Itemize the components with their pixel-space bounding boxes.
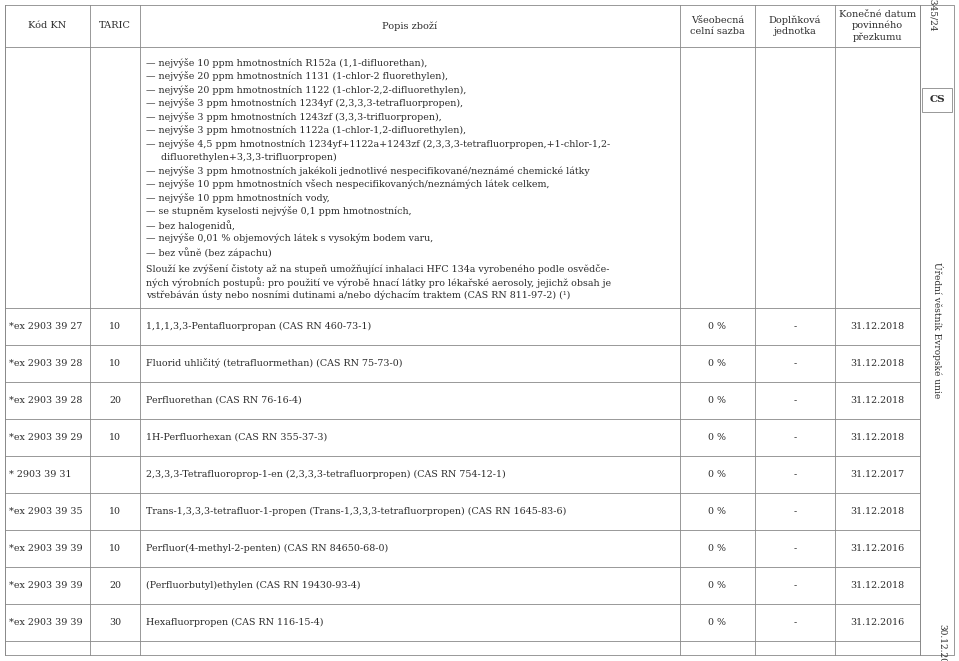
Text: — se stupněm kyselosti nejvýše 0,1 ppm hmotnostních,: — se stupněm kyselosti nejvýše 0,1 ppm h… xyxy=(146,206,411,216)
Text: 31.12.2018: 31.12.2018 xyxy=(851,359,904,368)
Text: -: - xyxy=(793,507,797,516)
Text: 0 %: 0 % xyxy=(709,322,727,331)
Text: — nejvýše 10 ppm hmotnostních všech nespecifikovaných/neznámých látek celkem,: — nejvýše 10 ppm hmotnostních všech nesp… xyxy=(146,180,550,190)
Text: 10: 10 xyxy=(109,544,121,553)
Text: — nejvýše 3 ppm hmotnostních jakékoli jednotlivé nespecifikované/neznámé chemick: — nejvýše 3 ppm hmotnostních jakékoli je… xyxy=(146,166,590,176)
Text: Konečné datum
povinného
přezkumu: Konečné datum povinného přezkumu xyxy=(839,10,916,42)
Text: 10: 10 xyxy=(109,507,121,516)
Text: *ex 2903 39 39: *ex 2903 39 39 xyxy=(9,581,82,590)
Text: CS: CS xyxy=(929,95,945,104)
Text: — nejvýše 10 ppm hmotnostních R152a (1,1-difluorethan),: — nejvýše 10 ppm hmotnostních R152a (1,1… xyxy=(146,58,428,68)
Text: -: - xyxy=(793,396,797,405)
Text: -: - xyxy=(793,618,797,627)
Text: 20: 20 xyxy=(109,396,121,405)
Text: ných výrobních postupů: pro použití ve výrobě hnací látky pro lékařské aerosoly,: ných výrobních postupů: pro použití ve v… xyxy=(146,277,611,288)
Text: 31.12.2018: 31.12.2018 xyxy=(851,507,904,516)
Text: *ex 2903 39 29: *ex 2903 39 29 xyxy=(9,433,82,442)
Text: Perfluorethan (CAS RN 76-16-4): Perfluorethan (CAS RN 76-16-4) xyxy=(146,396,302,405)
Text: *ex 2903 39 27: *ex 2903 39 27 xyxy=(9,322,82,331)
Text: — nejvýše 0,01 % objemových látek s vysokým bodem varu,: — nejvýše 0,01 % objemových látek s vyso… xyxy=(146,233,433,243)
Text: Hexafluorpropen (CAS RN 116-15-4): Hexafluorpropen (CAS RN 116-15-4) xyxy=(146,618,323,627)
Text: *ex 2903 39 39: *ex 2903 39 39 xyxy=(9,618,82,627)
Text: Kód KN: Kód KN xyxy=(29,22,66,30)
Text: — bez vůně (bez zápachu): — bez vůně (bez zápachu) xyxy=(146,247,271,258)
Text: — nejvýše 10 ppm hmotnostních vody,: — nejvýše 10 ppm hmotnostních vody, xyxy=(146,193,330,203)
Text: 0 %: 0 % xyxy=(709,396,727,405)
Text: TARIC: TARIC xyxy=(99,22,131,30)
Text: 1H-Perfluorhexan (CAS RN 355-37-3): 1H-Perfluorhexan (CAS RN 355-37-3) xyxy=(146,433,327,442)
Text: 31.12.2018: 31.12.2018 xyxy=(851,322,904,331)
Text: — nejvýše 4,5 ppm hmotnostních 1234yf+1122a+1243zf (2,3,3,3-tetrafluorpropen,+1-: — nejvýše 4,5 ppm hmotnostních 1234yf+11… xyxy=(146,139,610,149)
Text: Doplňková
jednotka: Doplňková jednotka xyxy=(769,16,821,36)
Text: 1,1,1,3,3-Pentafluorpropan (CAS RN 460-73-1): 1,1,1,3,3-Pentafluorpropan (CAS RN 460-7… xyxy=(146,322,371,331)
Text: Všeobecná
celní sazba: Všeobecná celní sazba xyxy=(690,16,745,36)
Text: 0 %: 0 % xyxy=(709,507,727,516)
Text: 31.12.2016: 31.12.2016 xyxy=(851,544,904,553)
Bar xyxy=(922,88,952,112)
Text: Slouží ke zvýšení čistoty až na stupeň umožňující inhalaci HFC 134a vyrobeného p: Slouží ke zvýšení čistoty až na stupeň u… xyxy=(146,264,610,274)
Text: 0 %: 0 % xyxy=(709,581,727,590)
Text: *ex 2903 39 28: *ex 2903 39 28 xyxy=(9,396,82,405)
Text: 20: 20 xyxy=(109,581,121,590)
Text: (Perfluorbutyl)ethylen (CAS RN 19430-93-4): (Perfluorbutyl)ethylen (CAS RN 19430-93-… xyxy=(146,581,361,590)
Text: — bez halogenidů,: — bez halogenidů, xyxy=(146,220,235,231)
Text: *ex 2903 39 28: *ex 2903 39 28 xyxy=(9,359,82,368)
Text: -: - xyxy=(793,433,797,442)
Text: -: - xyxy=(793,581,797,590)
Text: 0 %: 0 % xyxy=(709,544,727,553)
Text: 30: 30 xyxy=(109,618,121,627)
Text: 0 %: 0 % xyxy=(709,618,727,627)
Text: -: - xyxy=(793,544,797,553)
Text: 30.12.2015: 30.12.2015 xyxy=(937,624,946,661)
Text: 0 %: 0 % xyxy=(709,470,727,479)
Text: Trans-1,3,3,3-tetrafluor-1-propen (Trans-1,3,3,3-tetrafluorpropen) (CAS RN 1645-: Trans-1,3,3,3-tetrafluor-1-propen (Trans… xyxy=(146,507,567,516)
Text: — nejvýše 3 ppm hmotnostních 1243zf (3,3,3-trifluorpropen),: — nejvýše 3 ppm hmotnostních 1243zf (3,3… xyxy=(146,112,442,122)
Text: -: - xyxy=(793,322,797,331)
Text: 31.12.2018: 31.12.2018 xyxy=(851,581,904,590)
Text: Fluorid uhličitý (tetrafluormethan) (CAS RN 75-73-0): Fluorid uhličitý (tetrafluormethan) (CAS… xyxy=(146,358,403,368)
Text: 0 %: 0 % xyxy=(709,359,727,368)
Text: Úřední věstník Evropské unie: Úřední věstník Evropské unie xyxy=(931,262,943,398)
Text: 31.12.2018: 31.12.2018 xyxy=(851,396,904,405)
Text: — nejvýše 3 ppm hmotnostních 1234yf (2,3,3,3-tetrafluorpropen),: — nejvýše 3 ppm hmotnostních 1234yf (2,3… xyxy=(146,98,463,108)
Text: 10: 10 xyxy=(109,359,121,368)
Text: 0 %: 0 % xyxy=(709,433,727,442)
Text: -: - xyxy=(793,359,797,368)
Text: 31.12.2018: 31.12.2018 xyxy=(851,433,904,442)
Text: — nejvýše 20 ppm hmotnostních 1122 (1-chlor-2,2-difluorethylen),: — nejvýše 20 ppm hmotnostních 1122 (1-ch… xyxy=(146,85,466,95)
Text: 10: 10 xyxy=(109,433,121,442)
Text: difluorethylen+3,3,3-trifluorpropen): difluorethylen+3,3,3-trifluorpropen) xyxy=(146,153,337,162)
Text: 31.12.2016: 31.12.2016 xyxy=(851,618,904,627)
Text: * 2903 39 31: * 2903 39 31 xyxy=(9,470,72,479)
Text: 10: 10 xyxy=(109,322,121,331)
Text: vstřebáván ústy nebo nosními dutinami a/nebo dýchacím traktem (CAS RN 811-97-2) : vstřebáván ústy nebo nosními dutinami a/… xyxy=(146,290,571,300)
Text: — nejvýše 20 ppm hmotnostních 1131 (1-chlor-2 fluorethylen),: — nejvýše 20 ppm hmotnostních 1131 (1-ch… xyxy=(146,71,448,81)
Text: *ex 2903 39 39: *ex 2903 39 39 xyxy=(9,544,82,553)
Text: 31.12.2017: 31.12.2017 xyxy=(851,470,904,479)
Text: 2,3,3,3-Tetrafluoroprop-1-en (2,3,3,3-tetrafluorpropen) (CAS RN 754-12-1): 2,3,3,3-Tetrafluoroprop-1-en (2,3,3,3-te… xyxy=(146,470,505,479)
Text: -: - xyxy=(793,470,797,479)
Text: Popis zboží: Popis zboží xyxy=(383,21,437,31)
Text: Perfluor(4-methyl-2-penten) (CAS RN 84650-68-0): Perfluor(4-methyl-2-penten) (CAS RN 8465… xyxy=(146,544,388,553)
Text: — nejvýše 3 ppm hmotnostních 1122a (1-chlor-1,2-difluorethylen),: — nejvýše 3 ppm hmotnostních 1122a (1-ch… xyxy=(146,126,466,136)
Text: *ex 2903 39 35: *ex 2903 39 35 xyxy=(9,507,82,516)
Text: L 345/24: L 345/24 xyxy=(928,0,937,30)
